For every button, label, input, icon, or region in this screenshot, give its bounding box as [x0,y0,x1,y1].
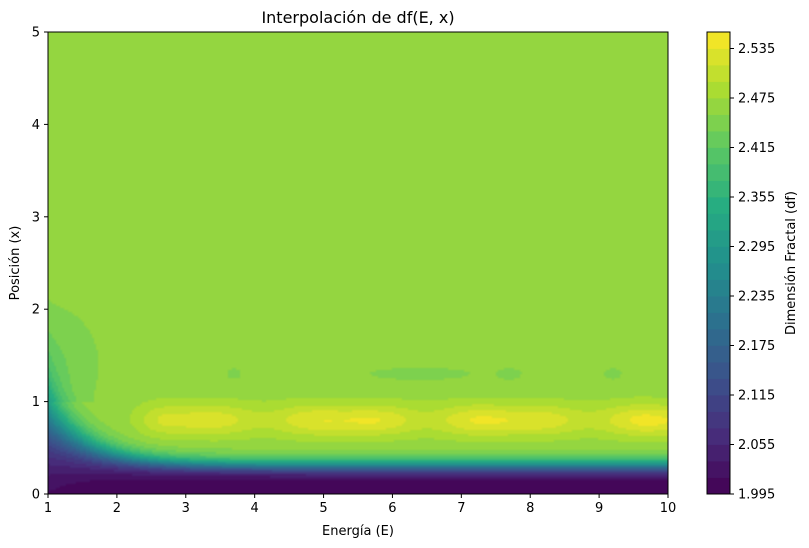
x-tick-label: 9 [595,501,603,516]
colorbar-tick-label: 2.175 [738,339,775,354]
x-tick-label: 3 [182,501,190,516]
y-tick-label: 0 [32,488,40,503]
y-tick-label: 5 [32,26,40,41]
y-tick-label: 2 [32,303,40,318]
colorbar-label: Dimensión Fractal (df) [784,191,799,335]
x-tick-label: 1 [44,501,52,516]
colorbar-band [707,81,730,99]
colorbar-band [707,246,730,264]
x-axis: 1 2 3 4 5 6 7 8 9 10 [44,494,676,516]
colorbar-tick-label: 2.475 [738,92,775,107]
contour-field [48,32,668,494]
colorbar-tick-label: 2.115 [738,389,775,404]
x-tick-label: 4 [251,501,259,516]
colorbar-band [707,279,730,297]
colorbar-tick-label: 2.055 [738,438,775,453]
colorbar-band [707,65,730,82]
colorbar: 1.995 2.055 2.115 2.175 2.235 2.295 2.355 2.415… [706,31,799,503]
y-tick-label: 4 [32,118,40,133]
colorbar-band [707,411,730,429]
y-axis-label: Posición (x) [8,226,23,301]
plot-area [47,31,669,495]
colorbar-band [707,32,730,49]
x-tick-label: 10 [660,501,677,516]
colorbar-band [707,395,730,412]
colorbar-band [707,48,730,66]
colorbar-tick-label: 2.535 [738,42,775,57]
colorbar-frame [706,31,731,495]
y-tick-label: 1 [32,395,40,410]
colorbar-band [707,477,730,495]
colorbar-band [707,180,730,198]
x-tick-label: 2 [113,501,121,516]
colorbar-band [707,444,730,462]
y-tick-label: 3 [32,210,40,225]
colorbar-band [707,131,730,148]
colorbar-tick-label: 2.295 [738,240,775,255]
colorbar-tick-label: 2.415 [738,141,775,156]
colorbar-band [707,461,730,478]
y-axis: 0 1 2 3 4 5 [32,26,48,503]
x-tick-label: 5 [319,501,327,516]
colorbar-band [707,230,730,247]
colorbar-band [707,114,730,132]
colorbar-bands [707,32,730,495]
colorbar-tick-label: 2.235 [738,290,775,305]
colorbar-ticks: 1.995 2.055 2.115 2.175 2.235 2.295 2.355 2.415… [730,42,775,503]
colorbar-band [707,98,730,115]
colorbar-band [707,263,730,280]
colorbar-band [707,213,730,231]
colorbar-band [707,147,730,165]
colorbar-band [707,428,730,445]
colorbar-band [707,329,730,346]
x-tick-label: 7 [457,501,465,516]
x-tick-label: 6 [388,501,396,516]
chart-title: Interpolación de df(E, x) [261,8,454,27]
colorbar-band [707,312,730,330]
x-tick-label: 8 [526,501,534,516]
colorbar-tick-label: 2.355 [738,191,775,206]
colorbar-band [707,197,730,214]
colorbar-tick-label: 1.995 [738,488,775,503]
colorbar-band [707,296,730,313]
colorbar-band [707,362,730,379]
plot-frame [47,31,669,495]
colorbar-band [707,378,730,396]
colorbar-band [707,345,730,363]
x-axis-label: Energía (E) [322,524,394,539]
colorbar-band [707,164,730,181]
